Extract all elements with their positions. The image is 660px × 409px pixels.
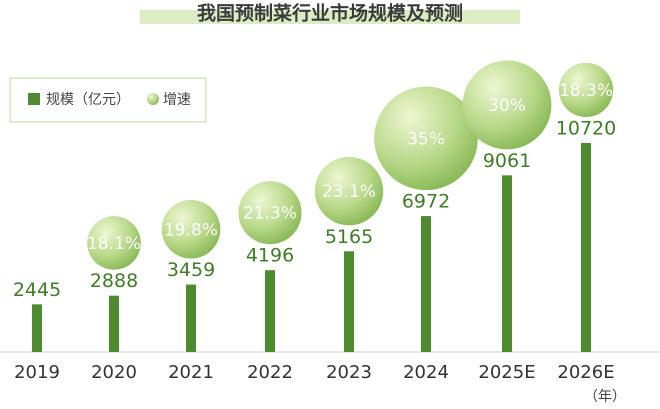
legend-label: 规模（亿元） [46,92,130,108]
growth-bubble [161,199,221,259]
chart-title: 我国预制菜行业市场规模及预测 [197,2,463,25]
bar-value-label: 3459 [167,259,215,281]
x-tick-label: 2022 [247,362,293,383]
bar-value-label: 10720 [556,118,616,140]
bar [581,143,591,352]
bar-value-label: 2445 [13,279,61,301]
x-unit-label: （年） [584,389,626,405]
growth-bubble [238,181,302,245]
x-tick-label: 2021 [168,362,214,383]
bar-value-label: 6972 [402,191,450,213]
growth-label: 19.8% [164,220,218,240]
growth-label: 23.1% [322,182,376,202]
bar [344,251,354,352]
growth-label: 30% [488,96,526,116]
x-tick-label: 2026E [557,362,614,383]
bar [186,284,196,352]
growth-bubble [374,86,478,191]
title-highlight [140,10,520,24]
growth-bubble [462,60,552,150]
legend-swatch [147,93,159,105]
x-tick-label: 2025E [478,362,535,383]
x-tick-label: 2024 [403,362,449,383]
bar-value-label: 2888 [90,270,138,292]
bar-value-label: 9061 [483,150,531,172]
growth-label: 18.3% [559,81,613,101]
x-tick-label: 2023 [326,362,372,383]
legend-label: 增速 [163,92,191,108]
bar-value-label: 5165 [325,226,373,248]
growth-bubble [314,156,384,226]
bar [265,270,275,352]
growth-label: 35% [407,129,445,149]
growth-label: 18.1% [87,234,141,254]
bar [421,216,431,352]
bar [32,304,42,352]
bar [502,175,512,352]
growth-bubble [558,62,614,117]
x-tick-label: 2020 [91,362,137,383]
growth-label: 21.3% [243,204,297,224]
bar [109,295,119,352]
x-tick-label: 2019 [14,362,60,383]
legend-swatch [28,93,40,105]
growth-bubble [87,216,141,270]
bar-value-label: 4196 [246,245,294,267]
legend-box [9,77,207,123]
